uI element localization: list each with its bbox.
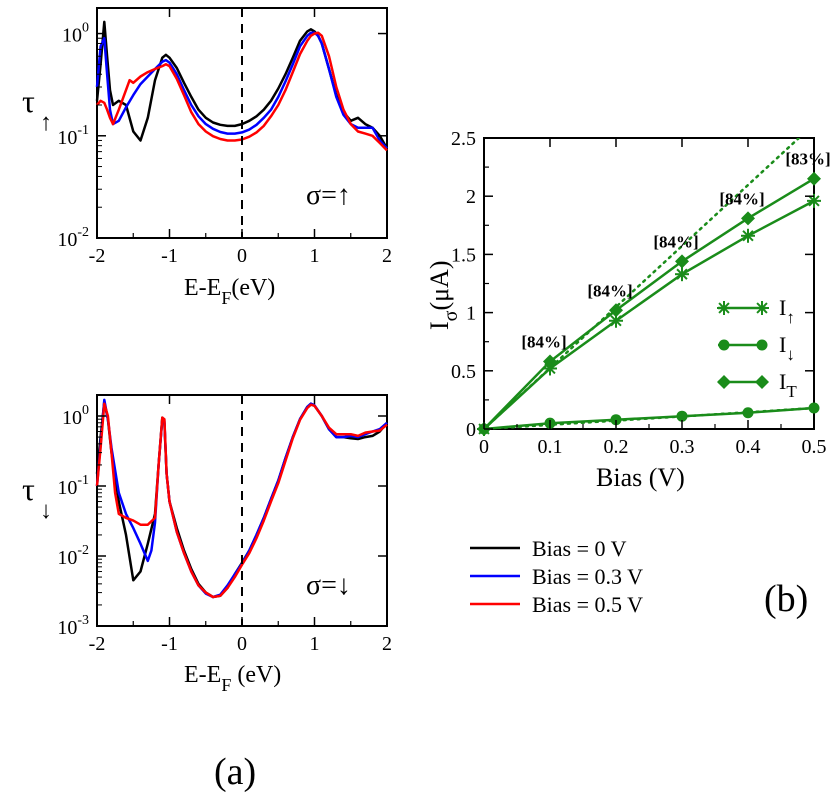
- tau-down-xtick-label: -2: [89, 633, 106, 655]
- current-legend-marker-diamond: [755, 375, 769, 389]
- current-xtick-label: 0.4: [736, 436, 761, 458]
- current-legend-marker-star: [755, 301, 769, 315]
- current-point-circle: [676, 410, 688, 422]
- tau-down-ytick-label: 10-2: [57, 543, 89, 569]
- tau-down-xtick-label: -1: [161, 633, 178, 655]
- tau-down-xtick-label: 2: [382, 633, 392, 655]
- tau-up-ytick-label: 10-2: [57, 225, 89, 251]
- current-xtick-label: 0.5: [802, 436, 827, 458]
- tau-up-xtick-label: -1: [161, 245, 178, 267]
- current-ytick-label: 1: [466, 303, 476, 325]
- bias-legend-label: Bias = 0 V: [532, 536, 627, 561]
- current-xtick-label: 0.1: [538, 436, 563, 458]
- current-point-star: [609, 313, 623, 328]
- tau-up-ylabel-sub: ↑: [40, 110, 52, 136]
- current-xlabel: Bias (V): [596, 463, 685, 492]
- current-point-diamond: [543, 354, 557, 369]
- current-legend: I↑ I↓ IT: [717, 295, 797, 401]
- current-point-diamond: [675, 254, 689, 269]
- tau-down-annotation: σ=↓: [306, 570, 351, 601]
- current-ytick-label: 0.5: [451, 361, 476, 383]
- current-series-circle: [483, 406, 815, 431]
- tau-down-xlabel: E-EF (eV): [184, 662, 281, 695]
- tau-up-ytick-label: 100: [62, 21, 89, 47]
- tau-up-ytick-label: 10-1: [57, 123, 89, 149]
- bias-legend-label: Bias = 0.5 V: [532, 592, 643, 617]
- tau-down-xtick-label: 0: [237, 633, 247, 655]
- panel-a-label: (a): [214, 751, 256, 793]
- current-ytick-label: 1.5: [451, 244, 476, 266]
- panel-b-label: (b): [764, 578, 808, 620]
- tau-down-series-2: [95, 402, 388, 599]
- bias-legend: Bias = 0 V Bias = 0.3 V Bias = 0.5 V: [470, 536, 643, 617]
- tau-down-ytick-label: 100: [62, 403, 89, 429]
- tau-up-series-1: [95, 31, 388, 150]
- tau-down-xtick-label: 1: [310, 633, 320, 655]
- tau-down-ylabel-sub: ↓: [40, 498, 52, 524]
- current-point-diamond: [609, 303, 623, 318]
- current-xtick-label: 0.2: [604, 436, 629, 458]
- tau-up-xtick-label: 1: [310, 245, 320, 267]
- current-point-star: [741, 228, 755, 243]
- current-series-star: [483, 199, 815, 430]
- spin-polarization-label: [84%]: [653, 232, 698, 251]
- spin-polarization-label: [83%]: [785, 150, 830, 169]
- tau-down-plot: -2 -1 0 1 2 10-3 10-2 10-1 100 τ ↓ σ=↓ E-EF (eV): [22, 394, 392, 695]
- tau-up-xtick-label: 2: [382, 245, 392, 267]
- current-point-star: [675, 267, 689, 282]
- current-ytick-label: 2: [466, 186, 476, 208]
- bias-legend-label: Bias = 0.3 V: [532, 564, 643, 589]
- current-legend-marker-diamond: [717, 375, 731, 389]
- current-legend-label: I↓: [779, 332, 795, 364]
- current-ytick-label: 2.5: [451, 128, 476, 150]
- tau-up-ylabel: τ: [22, 83, 35, 119]
- current-legend-label: I↑: [779, 295, 795, 327]
- current-point-diamond: [741, 211, 755, 226]
- spin-polarization-label: [84%]: [587, 281, 632, 300]
- current-dotted-line-0: [484, 138, 801, 429]
- current-xtick-label: 0: [479, 436, 489, 458]
- current-point-diamond: [807, 171, 821, 186]
- tau-up-xtick-label: 0: [237, 245, 247, 267]
- current-xtick-label: 0.3: [670, 436, 695, 458]
- tau-down-ytick-label: 10-1: [57, 473, 89, 499]
- current-ylabel: Iσ(μA): [425, 261, 462, 331]
- current-plot: 0 0.1 0.2 0.3 0.4 0.5 0 0.5 1 1.5 2 2.5 [84%] [84%] […: [425, 128, 830, 492]
- tau-up-series-2: [96, 31, 388, 152]
- tau-down-ylabel: τ: [22, 471, 35, 507]
- tau-up-xlabel: E-EF(eV): [184, 275, 275, 308]
- current-point-circle: [610, 414, 622, 426]
- current-point-circle: [808, 402, 820, 414]
- tau-down-ytick-label: 10-3: [57, 613, 89, 639]
- current-legend-marker-circle: [718, 339, 730, 351]
- spin-polarization-label: [84%]: [521, 332, 566, 351]
- current-ytick-label: 0: [466, 419, 476, 441]
- tau-up-annotation: σ=↑: [306, 180, 351, 211]
- tau-up-xtick-label: -2: [89, 245, 106, 267]
- current-series-diamond: [483, 177, 815, 430]
- tau-up-plot: -2 -1 0 1 2 10-2 10-1 100 τ ↑ σ=↑ E-EF(eV): [22, 7, 392, 308]
- current-point-circle: [742, 407, 754, 419]
- current-legend-label: IT: [779, 369, 797, 401]
- spin-polarization-label: [84%]: [719, 189, 764, 208]
- current-legend-marker-circle: [756, 339, 768, 351]
- current-legend-marker-star: [717, 301, 731, 315]
